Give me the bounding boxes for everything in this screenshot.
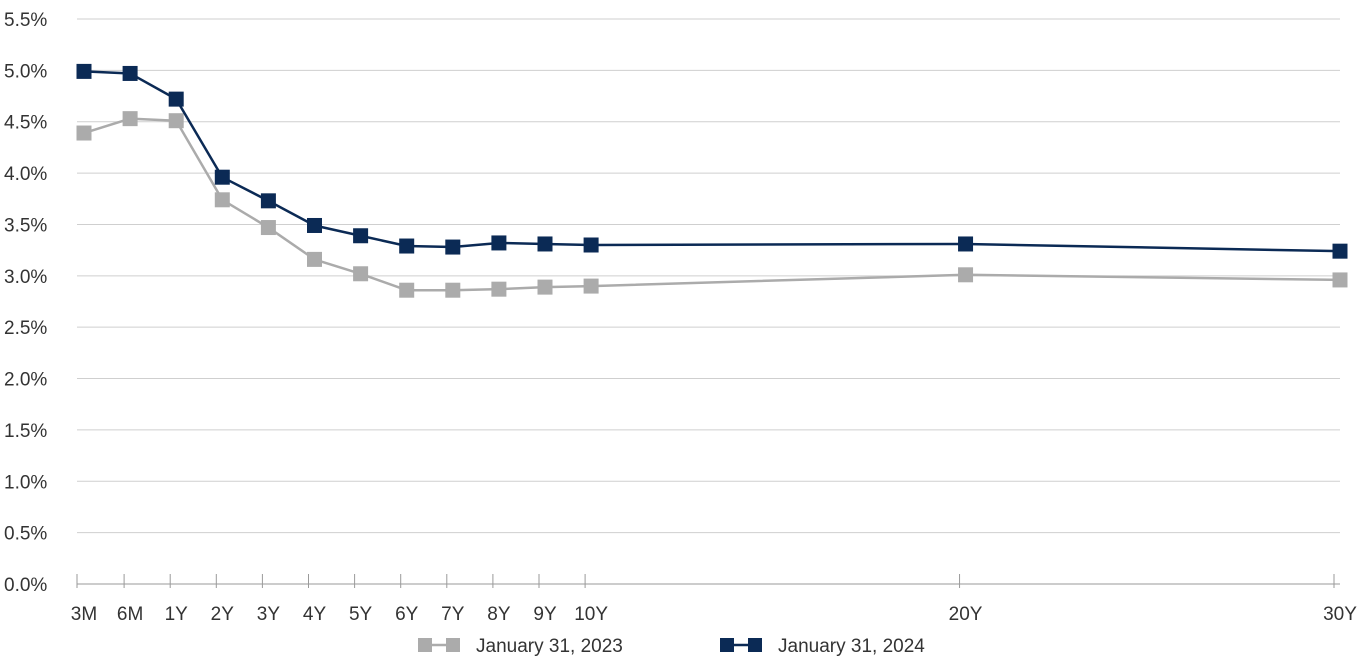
- legend-item-1: January 31, 2023: [418, 636, 623, 657]
- data-point: [307, 251, 322, 267]
- x-tick-label: 8Y: [487, 604, 511, 625]
- y-tick-label: 2.0%: [4, 370, 47, 391]
- data-point: [445, 239, 461, 255]
- data-point: [958, 236, 974, 252]
- legend: January 31, 2023 January 31, 2024: [418, 636, 925, 657]
- data-point: [491, 281, 507, 297]
- data-point: [168, 113, 184, 129]
- x-tick-label: 20Y: [949, 604, 983, 625]
- legend-label: January 31, 2024: [778, 636, 925, 657]
- x-tick-label: 6Y: [395, 604, 419, 625]
- x-tick-label: 9Y: [533, 604, 557, 625]
- data-point: [76, 63, 92, 79]
- y-tick-label: 4.5%: [4, 113, 47, 134]
- data-point: [445, 282, 461, 298]
- x-tick-label: 7Y: [441, 604, 465, 625]
- x-tick-label: 6M: [117, 604, 143, 625]
- data-point: [537, 279, 553, 295]
- x-tick-label: 30Y: [1323, 604, 1357, 625]
- legend-marker: [446, 638, 460, 652]
- legend-marker: [720, 638, 734, 652]
- x-axis: 3M 6M 1Y 2Y 3Y 4Y 5Y 6Y 7Y 8Y 9Y 10Y 20Y 30Y: [71, 574, 1357, 625]
- data-point: [958, 267, 974, 283]
- y-tick-label: 3.0%: [4, 267, 47, 288]
- y-tick-label: 1.0%: [4, 472, 47, 493]
- x-tick-label: 3M: [71, 604, 97, 625]
- legend-marker: [418, 638, 432, 652]
- y-tick-label: 1.5%: [4, 421, 47, 442]
- data-point: [583, 278, 599, 294]
- series-line: [83, 70, 1341, 253]
- series-2: [76, 63, 1348, 259]
- data-point: [353, 228, 369, 244]
- data-point: [353, 266, 369, 282]
- y-tick-label: 0.5%: [4, 524, 47, 545]
- y-tick-label: 4.0%: [4, 164, 47, 185]
- x-tick-label: 10Y: [574, 604, 608, 625]
- y-tick-label: 5.5%: [4, 10, 47, 31]
- data-point: [214, 169, 230, 185]
- data-point: [399, 282, 415, 298]
- data-point: [76, 125, 92, 141]
- data-point: [122, 65, 138, 81]
- y-axis: 0.0% 0.5% 1.0% 1.5% 2.0% 2.5% 3.0% 3.5% 4.0% 4.5%…: [4, 10, 47, 596]
- legend-marker: [748, 638, 762, 652]
- data-point: [399, 238, 415, 254]
- x-tick-label: 4Y: [303, 604, 327, 625]
- data-point: [122, 111, 138, 127]
- y-tick-label: 2.5%: [4, 318, 47, 339]
- y-tick-label: 0.0%: [4, 575, 47, 596]
- x-tick-label: 2Y: [211, 604, 235, 625]
- data-point: [491, 235, 507, 251]
- series-line: [83, 117, 1341, 292]
- grid-lines: [77, 18, 1340, 534]
- data-point: [537, 236, 553, 252]
- data-point: [1332, 272, 1348, 288]
- y-tick-label: 3.5%: [4, 215, 47, 236]
- data-point: [583, 237, 599, 253]
- data-point: [260, 220, 276, 236]
- x-tick-label: 3Y: [257, 604, 281, 625]
- data-point: [307, 217, 322, 233]
- data-point: [168, 91, 184, 107]
- y-tick-label: 5.0%: [4, 61, 47, 82]
- series-layer: [76, 63, 1348, 298]
- series-1: [76, 111, 1348, 298]
- data-point: [260, 193, 276, 209]
- legend-label: January 31, 2023: [476, 636, 623, 657]
- data-point: [1332, 243, 1348, 259]
- data-point: [214, 192, 230, 208]
- x-tick-label: 1Y: [165, 604, 189, 625]
- x-tick-label: 5Y: [349, 604, 373, 625]
- legend-item-2: January 31, 2024: [720, 636, 925, 657]
